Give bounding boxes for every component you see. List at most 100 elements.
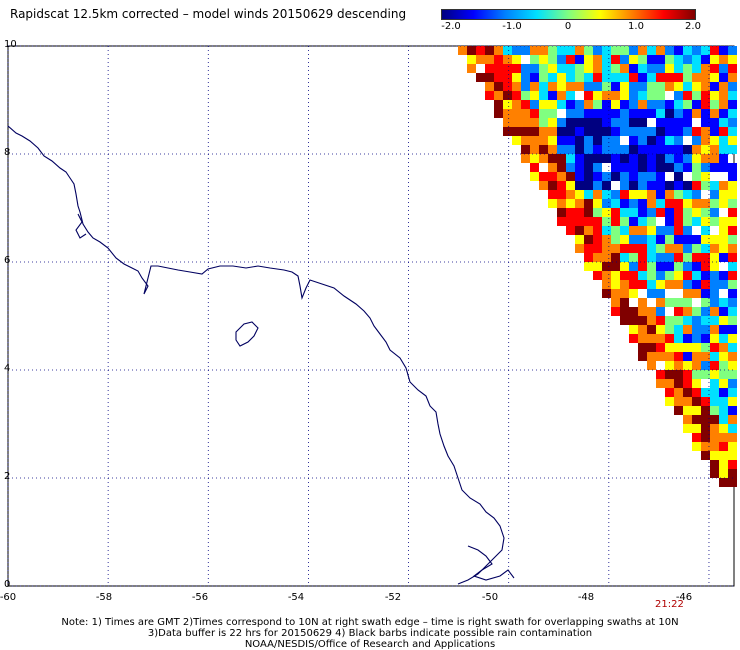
swath-pixel <box>674 181 683 190</box>
swath-pixel <box>512 64 521 73</box>
swath-pixel <box>539 82 548 91</box>
swath-pixel <box>665 154 674 163</box>
swath-pixel <box>548 73 557 82</box>
y-tick-label: 6 <box>4 255 11 266</box>
swath-pixel <box>674 154 683 163</box>
swath-pixel <box>665 118 674 127</box>
swath-pixel <box>557 118 566 127</box>
swath-pixel <box>566 73 575 82</box>
swath-pixel <box>665 280 674 289</box>
swath-pixel <box>683 325 692 334</box>
swath-pixel <box>656 100 665 109</box>
swath-pixel <box>656 118 665 127</box>
swath-pixel <box>503 82 512 91</box>
swath-pixel <box>647 46 656 55</box>
swath-pixel <box>629 334 638 343</box>
swath-pixel <box>728 298 737 307</box>
swath-pixel <box>611 163 620 172</box>
swath-pixel <box>692 316 701 325</box>
swath-pixel <box>665 73 674 82</box>
swath-pixel <box>629 307 638 316</box>
swath-pixel <box>593 46 602 55</box>
swath-pixel <box>683 127 692 136</box>
swath-pixel <box>701 46 710 55</box>
swath-pixel <box>629 262 638 271</box>
swath-pixel <box>692 433 701 442</box>
swath-pixel <box>620 55 629 64</box>
swath-pixel <box>602 82 611 91</box>
swath-pixel <box>719 442 728 451</box>
swath-pixel <box>629 82 638 91</box>
swath-pixel <box>728 145 737 154</box>
swath-pixel <box>602 262 611 271</box>
swath-pixel <box>692 163 701 172</box>
swath-pixel <box>728 460 737 469</box>
swath-pixel <box>620 46 629 55</box>
swath-pixel <box>611 271 620 280</box>
swath-pixel <box>701 64 710 73</box>
wind-swath <box>458 46 737 487</box>
swath-pixel <box>629 208 638 217</box>
swath-pixel <box>656 370 665 379</box>
swath-pixel <box>521 118 530 127</box>
swath-pixel <box>692 235 701 244</box>
swath-pixel <box>683 334 692 343</box>
swath-pixel <box>611 244 620 253</box>
swath-pixel <box>548 64 557 73</box>
swath-pixel <box>683 397 692 406</box>
swath-pixel <box>620 244 629 253</box>
swath-pixel <box>485 73 494 82</box>
swath-pixel <box>566 55 575 64</box>
swath-pixel <box>728 424 737 433</box>
swath-pixel <box>719 307 728 316</box>
swath-pixel <box>656 208 665 217</box>
swath-pixel <box>728 289 737 298</box>
swath-pixel <box>683 64 692 73</box>
swath-pixel <box>665 82 674 91</box>
swath-pixel <box>584 262 593 271</box>
coastline-main <box>7 125 505 585</box>
x-tick-label: -58 <box>95 592 113 603</box>
swath-pixel <box>701 253 710 262</box>
swath-pixel <box>629 181 638 190</box>
swath-pixel <box>629 199 638 208</box>
swath-pixel <box>656 172 665 181</box>
swath-pixel <box>638 190 647 199</box>
swath-pixel <box>710 127 719 136</box>
swath-pixel <box>575 199 584 208</box>
swath-pixel <box>548 82 557 91</box>
x-tick-label: -48 <box>577 592 595 603</box>
swath-pixel <box>593 55 602 64</box>
swath-pixel <box>665 100 674 109</box>
swath-pixel <box>539 73 548 82</box>
swath-pixel <box>620 280 629 289</box>
swath-pixel <box>602 280 611 289</box>
swath-pixel <box>710 244 719 253</box>
coastline-lake <box>235 321 259 347</box>
swath-pixel <box>611 217 620 226</box>
swath-pixel <box>728 91 737 100</box>
swath-pixel <box>692 253 701 262</box>
swath-pixel <box>557 55 566 64</box>
swath-pixel <box>683 379 692 388</box>
swath-pixel <box>638 118 647 127</box>
swath-pixel <box>602 271 611 280</box>
swath-pixel <box>485 64 494 73</box>
swath-pixel <box>620 253 629 262</box>
swath-pixel <box>656 127 665 136</box>
swath-pixel <box>710 118 719 127</box>
swath-pixel <box>683 415 692 424</box>
swath-pixel <box>683 190 692 199</box>
swath-pixel <box>647 361 656 370</box>
swath-pixel <box>629 316 638 325</box>
swath-pixel <box>701 451 710 460</box>
swath-pixel <box>512 82 521 91</box>
swath-pixel <box>602 226 611 235</box>
swath-pixel <box>638 127 647 136</box>
swath-pixel <box>647 172 656 181</box>
swath-pixel <box>656 352 665 361</box>
swath-pixel <box>638 136 647 145</box>
swath-pixel <box>647 181 656 190</box>
swath-pixel <box>665 199 674 208</box>
swath-pixel <box>656 199 665 208</box>
